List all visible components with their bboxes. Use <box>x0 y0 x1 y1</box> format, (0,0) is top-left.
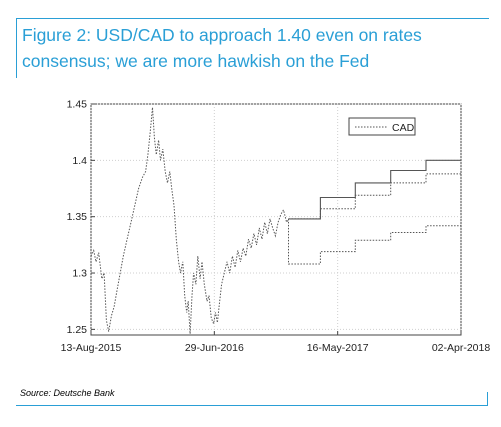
series-group <box>90 107 461 334</box>
y-tick-label: 1.25 <box>67 324 88 336</box>
x-tick-label: 29-Jun-2016 <box>185 342 244 354</box>
series-line-0 <box>90 107 289 334</box>
figure-header-frame <box>16 18 489 78</box>
footer-corner <box>487 392 488 406</box>
source-note: Source: Deutsche Bank <box>20 388 115 398</box>
series-line-2 <box>288 173 461 220</box>
x-tick-label: 16-May-2017 <box>307 342 369 354</box>
plot-area <box>90 103 462 336</box>
x-axis: 13-Aug-2015 29-Jun-2016 16-May-2017 02-Apr-… <box>61 331 491 354</box>
x-tick-label: 13-Aug-2015 <box>61 342 122 354</box>
y-tick-label: 1.4 <box>72 155 87 167</box>
grid-lines <box>90 103 462 335</box>
figure-title: Figure 2: USD/CAD to approach 1.40 even … <box>22 25 422 71</box>
legend: CAD <box>348 117 416 136</box>
footer-rule <box>16 405 488 406</box>
y-tick-label: 1.35 <box>67 211 88 223</box>
series-line-3 <box>288 218 461 265</box>
series-line-1 <box>288 159 461 220</box>
legend-label: CAD <box>392 122 415 134</box>
y-tick-label: 1.3 <box>72 268 87 280</box>
x-tick-label: 02-Apr-2018 <box>432 342 491 354</box>
y-axis: 1.25 1.3 1.35 1.4 1.45 <box>67 99 95 336</box>
y-tick-label: 1.45 <box>67 99 88 111</box>
